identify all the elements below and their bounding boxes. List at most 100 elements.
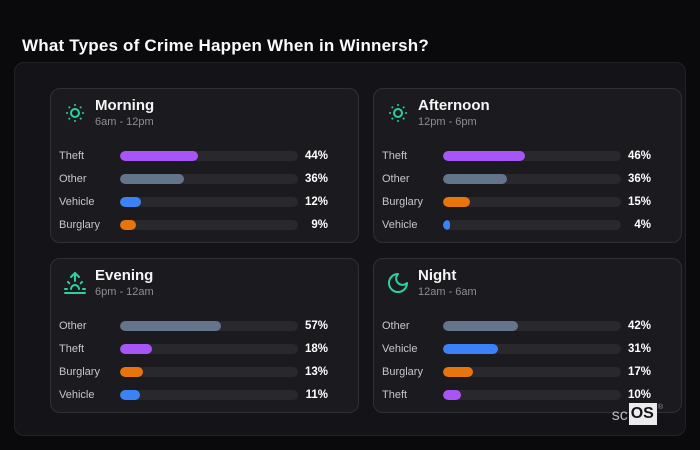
moon-icon <box>384 269 412 297</box>
card-title: Evening <box>95 267 154 284</box>
registered-trademark-icon: ® <box>657 404 663 411</box>
category-label: Theft <box>382 388 408 401</box>
bar-row: Burglary 9% <box>59 213 328 236</box>
brand-watermark-prefix: sc <box>611 407 628 424</box>
bar-track <box>120 150 298 161</box>
bar-row: Vehicle 11% <box>59 383 328 406</box>
bar-track <box>120 320 298 331</box>
bar-fill <box>443 219 451 230</box>
value-label: 11% <box>305 388 328 401</box>
card-title: Night <box>418 267 457 284</box>
bar-track <box>120 196 298 207</box>
category-label: Burglary <box>382 195 423 208</box>
bar-fill <box>120 150 199 161</box>
value-label: 13% <box>304 365 328 378</box>
category-label: Other <box>59 319 87 332</box>
bar-fill <box>443 366 474 377</box>
bar-fill <box>120 366 144 377</box>
category-label: Theft <box>59 342 85 355</box>
brand-watermark-box: OS <box>628 403 657 425</box>
sun-dim-icon <box>384 99 412 127</box>
category-label: Vehicle <box>59 388 95 401</box>
bar-fill <box>120 389 140 400</box>
bar-fill <box>443 196 470 207</box>
value-label: 42% <box>627 319 651 332</box>
card-header: Morning 6am - 12pm <box>61 97 154 128</box>
card-header: Evening 6pm - 12am <box>61 267 154 298</box>
bar-row: Other 36% <box>382 167 651 190</box>
bar-track <box>443 320 621 331</box>
bar-fill <box>443 320 518 331</box>
bar-row: Theft 46% <box>382 144 651 167</box>
bar-track <box>443 389 621 400</box>
bar-row: Burglary 13% <box>59 360 328 383</box>
bar-track <box>443 366 621 377</box>
bar-rows: Other 57% Theft 18% Burglary 13% Vehicle 11% <box>59 314 328 406</box>
bar-fill <box>120 196 142 207</box>
card-subtitle: 6pm - 12am <box>95 286 154 299</box>
bar-track <box>120 366 298 377</box>
bar-fill <box>443 343 499 354</box>
category-label: Theft <box>382 149 408 162</box>
value-label: 15% <box>627 195 651 208</box>
category-label: Vehicle <box>382 218 418 231</box>
page-title: What Types of Crime Happen When in Winne… <box>22 36 429 56</box>
bar-row: Theft 44% <box>59 144 328 167</box>
bar-row: Other 57% <box>59 314 328 337</box>
bar-row: Vehicle 12% <box>59 190 328 213</box>
value-label: 9% <box>311 218 328 231</box>
bar-track <box>443 343 621 354</box>
value-label: 44% <box>304 149 328 162</box>
bar-row: Burglary 15% <box>382 190 651 213</box>
bar-track <box>120 389 298 400</box>
category-label: Other <box>382 172 410 185</box>
bar-fill <box>443 173 508 184</box>
category-label: Other <box>59 172 87 185</box>
bar-rows: Theft 44% Other 36% Vehicle 12% Burglary 9% <box>59 144 328 236</box>
bar-fill <box>120 219 137 230</box>
bar-track <box>443 219 621 230</box>
bar-track <box>120 173 298 184</box>
bar-row: Burglary 17% <box>382 360 651 383</box>
bar-fill <box>120 173 185 184</box>
bar-fill <box>120 320 222 331</box>
value-label: 31% <box>627 342 651 355</box>
bar-track <box>443 150 621 161</box>
value-label: 10% <box>627 388 651 401</box>
bar-track <box>120 343 298 354</box>
value-label: 46% <box>627 149 651 162</box>
value-label: 36% <box>627 172 651 185</box>
bar-row: Theft 18% <box>59 337 328 360</box>
category-label: Burglary <box>382 365 423 378</box>
bar-track <box>443 196 621 207</box>
sunrise-icon <box>61 269 89 297</box>
card-morning: Morning 6am - 12pm Theft 44% Other 36% Vehicle… <box>50 88 359 243</box>
bar-row: Vehicle 4% <box>382 213 651 236</box>
card-afternoon: Afternoon 12pm - 6pm Theft 46% Other 36% Burgl… <box>373 88 682 243</box>
bar-track <box>443 173 621 184</box>
value-label: 18% <box>304 342 328 355</box>
bar-fill <box>443 389 461 400</box>
cards-grid: Morning 6am - 12pm Theft 44% Other 36% Vehicle… <box>50 88 682 413</box>
category-label: Other <box>382 319 410 332</box>
bar-fill <box>443 150 525 161</box>
value-label: 4% <box>634 218 651 231</box>
value-label: 12% <box>304 195 328 208</box>
category-label: Vehicle <box>382 342 418 355</box>
bar-track <box>120 219 298 230</box>
bar-fill <box>120 343 153 354</box>
bar-row: Vehicle 31% <box>382 337 651 360</box>
bar-row: Other 36% <box>59 167 328 190</box>
card-night: Night 12am - 6am Other 42% Vehicle 31% Burglar… <box>373 258 682 413</box>
card-subtitle: 12am - 6am <box>418 286 477 299</box>
category-label: Burglary <box>59 365 100 378</box>
card-subtitle: 12pm - 6pm <box>418 116 477 129</box>
sun-dim-icon <box>61 99 89 127</box>
bar-row: Theft 10% <box>382 383 651 406</box>
category-label: Burglary <box>59 218 100 231</box>
bar-rows: Theft 46% Other 36% Burglary 15% Vehicle 4% <box>382 144 651 236</box>
card-title: Morning <box>95 97 155 114</box>
category-label: Vehicle <box>59 195 95 208</box>
category-label: Theft <box>59 149 85 162</box>
brand-watermark: sc OS ® <box>612 403 663 425</box>
